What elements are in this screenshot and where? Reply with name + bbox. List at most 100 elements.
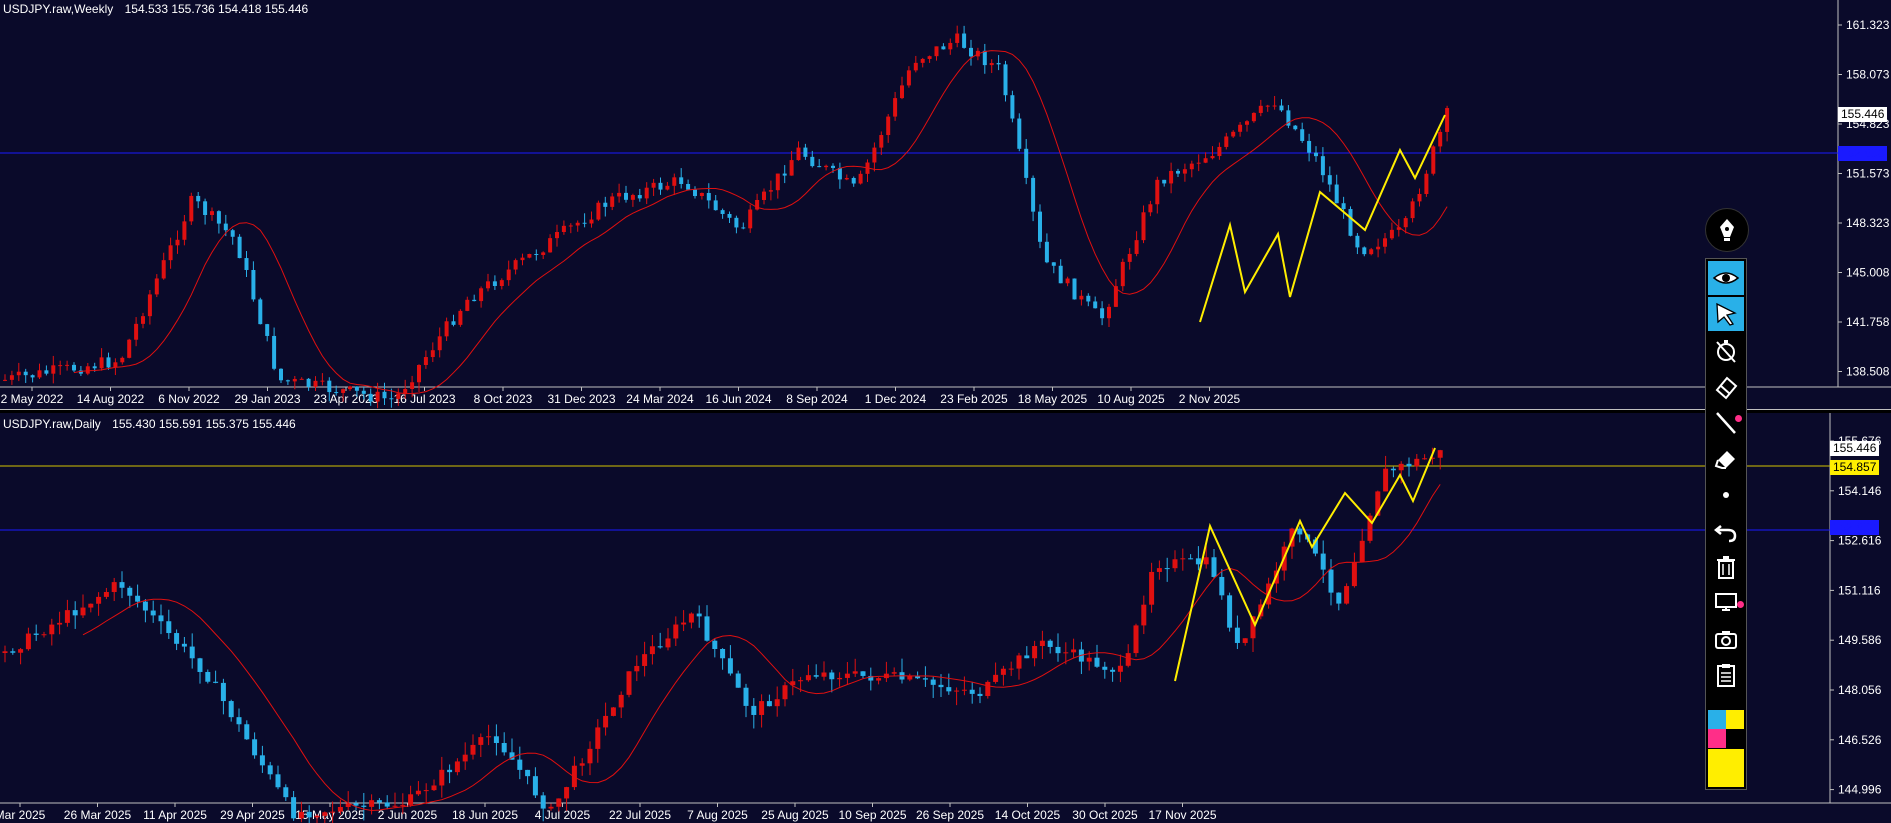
candle-body [575, 222, 580, 226]
weekly-candlestick-chart[interactable]: 161.323158.073154.823151.573148.323145.0… [0, 0, 1891, 413]
candle-body [320, 380, 325, 382]
candle-body [1172, 559, 1178, 569]
candle-body [868, 675, 874, 681]
candle-body [913, 62, 918, 71]
candle-body [872, 147, 877, 163]
candle-body [141, 316, 145, 324]
daily-date-label: 25 Aug 2025 [761, 808, 829, 822]
eye-button[interactable] [1708, 261, 1744, 295]
candle-body [1431, 146, 1436, 174]
candle-body [1086, 295, 1091, 302]
weekly-current-price-tag: 155.446 [1838, 107, 1888, 122]
daily-zigzag-drawing [1174, 447, 1436, 682]
line-icon [1716, 412, 1736, 434]
daily-date-label: 14 Oct 2025 [995, 808, 1061, 822]
candle-body [589, 219, 594, 224]
candle-body [713, 200, 718, 211]
selected-color-swatch[interactable] [1708, 749, 1744, 787]
candle-body [977, 693, 983, 697]
candle-body [348, 386, 352, 390]
candle-body [938, 684, 944, 688]
candle-body [127, 587, 133, 596]
undo-button[interactable] [1708, 514, 1744, 548]
daily-price-label: 152.616 [1838, 534, 1882, 548]
daily-blue-level-tag: 152.800 [1830, 520, 1880, 535]
candle-body [1251, 112, 1256, 122]
candle-body [1079, 295, 1084, 300]
candle-body [150, 610, 156, 616]
candle-body [962, 33, 967, 48]
candle-body [244, 724, 250, 740]
candle-body [1024, 655, 1030, 659]
weekly-date-label: 23 Feb 2025 [940, 392, 1008, 406]
candle-body [1189, 163, 1194, 170]
daily-candlestick-chart[interactable]: 155.676154.146152.616151.116149.586148.0… [0, 413, 1891, 823]
candle-body [852, 671, 858, 674]
stopwatch-button[interactable] [1708, 334, 1744, 368]
daily-moving-average [82, 484, 1441, 812]
camera-button[interactable] [1708, 622, 1744, 656]
candle-body [922, 678, 928, 680]
candle-body [465, 299, 470, 311]
candle-body [568, 225, 573, 227]
candle-body [954, 690, 960, 692]
eraser-button[interactable] [1708, 370, 1744, 404]
candle-body [499, 280, 504, 286]
candle-body [33, 633, 39, 635]
candle-body [1065, 278, 1070, 284]
weekly-date-label: 8 Sep 2024 [786, 392, 848, 406]
candle-body [571, 765, 577, 788]
line-tool-button[interactable] [1708, 406, 1744, 440]
candle-body [532, 776, 538, 796]
daily-chart-pane[interactable]: USDJPY.raw,Daily 155.430 155.591 155.375… [0, 413, 1891, 823]
candle-body [1162, 179, 1167, 184]
color-palette-button[interactable] [1708, 710, 1744, 748]
candle-body [1341, 203, 1346, 210]
candle-body [49, 624, 55, 635]
candle-body [1403, 218, 1408, 228]
pen-tool-button[interactable] [1705, 208, 1749, 252]
drawing-toolbar [1705, 258, 1747, 790]
candle-body [969, 689, 975, 694]
candle-body [1044, 241, 1049, 263]
candle-body [1231, 131, 1236, 137]
candle-body [25, 633, 31, 650]
highlighter-button[interactable] [1708, 442, 1744, 476]
candle-body [969, 47, 973, 57]
trash-button[interactable] [1708, 550, 1744, 584]
candle-body [65, 364, 70, 366]
daily-price-label: 144.996 [1838, 783, 1882, 797]
candle-body [1362, 247, 1367, 255]
candle-body [1265, 105, 1270, 107]
pane-divider[interactable] [0, 409, 1891, 414]
candle-body [520, 257, 525, 261]
candle-body [1047, 640, 1053, 647]
candle-body [704, 616, 710, 641]
candle-body [634, 665, 640, 672]
clipboard-button[interactable] [1708, 658, 1744, 692]
screen-button[interactable] [1708, 586, 1744, 620]
candle-body [1429, 457, 1435, 459]
candle-body [1258, 105, 1263, 113]
candle-body [220, 682, 226, 702]
candle-body [527, 253, 532, 258]
candle-body [907, 675, 913, 680]
weekly-zigzag-drawing [1199, 114, 1446, 323]
candle-body [147, 294, 152, 317]
candle-body [720, 648, 726, 659]
candle-body [299, 378, 304, 380]
dot-button[interactable] [1708, 478, 1744, 512]
candle-body [906, 70, 911, 86]
candle-body [637, 195, 642, 199]
candle-body [582, 222, 587, 224]
weekly-candles [3, 25, 1450, 409]
candle-body [743, 687, 749, 706]
daily-date-label: 17 Nov 2025 [1148, 808, 1216, 822]
cursor-button[interactable] [1708, 297, 1744, 331]
weekly-chart-pane[interactable]: USDJPY.raw,Weekly 154.533 155.736 154.41… [0, 0, 1891, 413]
weekly-price-label: 148.323 [1846, 216, 1890, 230]
candle-body [478, 737, 484, 745]
candle-body [561, 225, 566, 233]
candle-body [486, 281, 490, 289]
candle-body [1327, 175, 1332, 185]
